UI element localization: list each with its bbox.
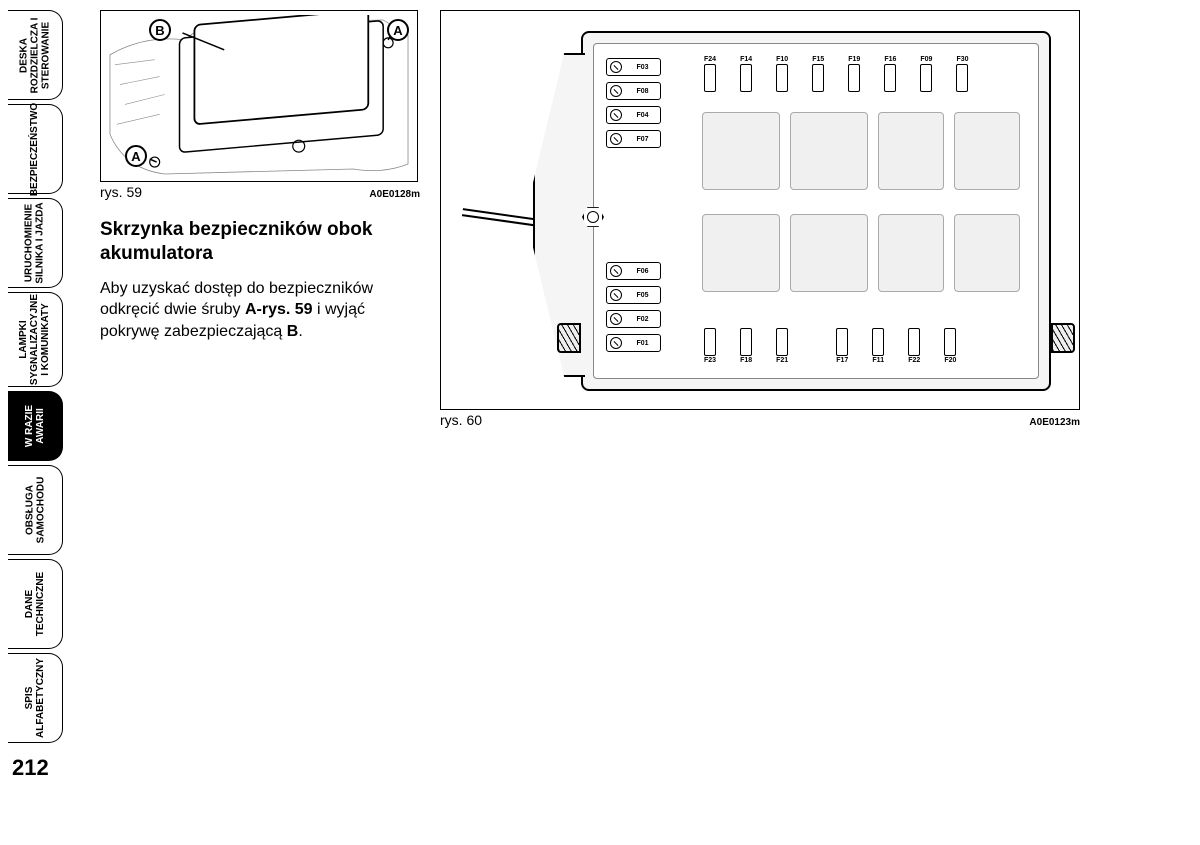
tab-starting[interactable]: URUCHOMIENIESILNIKA I JAZDA [8, 198, 63, 288]
tab-warning-lights[interactable]: LAMPKISYGNALIZACYJNEI KOMUNIKATY [8, 292, 63, 387]
section-heading: Skrzynka bezpieczników obok akumulatora [100, 218, 420, 266]
maxi-fuse: F07 [606, 130, 661, 148]
maxi-fuse: F04 [606, 106, 661, 124]
maxi-fuse: F03 [606, 58, 661, 76]
page-number: 212 [12, 755, 80, 781]
tab-safety[interactable]: BEZPIECZEŃSTWO [8, 104, 63, 194]
sidebar-tabs: DESKAROZDZIELCZA ISTEROWANIE BEZPIECZEŃS… [0, 0, 80, 845]
maxi-fuse-group-bottom: F06 F05 F02 F01 [606, 262, 661, 352]
relay-block [790, 112, 868, 190]
badge-b: B [149, 19, 171, 41]
maxi-fuse: F08 [606, 82, 661, 100]
badge-a: A [387, 19, 409, 41]
figure-60: F03 F08 F04 F07 F24 F14 F10 F15 F19 [440, 10, 1080, 410]
maxi-fuse-group-top: F03 F08 F04 F07 [606, 58, 661, 148]
tab-maintenance[interactable]: OBSŁUGASAMOCHODU [8, 465, 63, 555]
bolt-icon [579, 203, 607, 231]
relay-block [878, 214, 944, 292]
maxi-fuse: F06 [606, 262, 661, 280]
maxi-fuse: F05 [606, 286, 661, 304]
figure-59-caption: rys. 59 [100, 184, 142, 200]
mini-fuse-row-top: F24 F14 F10 F15 F19 F16 F09 F30 [704, 56, 969, 92]
relay-block [954, 112, 1020, 190]
body-paragraph: Aby uzyskać dostęp do bezpieczników odkr… [100, 278, 420, 343]
figure-60-caption: rys. 60 [440, 412, 482, 428]
figure-60-code: A0E0123m [1029, 417, 1080, 428]
maxi-fuse: F02 [606, 310, 661, 328]
figure-59: A A B [100, 10, 418, 182]
figure-59-illustration [105, 15, 413, 178]
relay-block [702, 214, 780, 292]
relay-block [954, 214, 1020, 292]
relay-block [702, 112, 780, 190]
fuse-box-outer: F03 F08 F04 F07 F24 F14 F10 F15 F19 [581, 31, 1051, 391]
relay-block [878, 112, 944, 190]
maxi-fuse: F01 [606, 334, 661, 352]
tab-dashboard[interactable]: DESKAROZDZIELCZA ISTEROWANIE [8, 10, 63, 100]
badge-a: A [125, 145, 147, 167]
tab-tech-data[interactable]: DANETECHNICZNE [8, 559, 63, 649]
fuse-box-inner: F03 F08 F04 F07 F24 F14 F10 F15 F19 [593, 43, 1039, 379]
tab-index[interactable]: SPISALFABETYCZNY [8, 653, 63, 743]
mini-fuse-row-bottom: F23 F18 F21 F17 F11 F22 F20 [704, 328, 956, 364]
mounting-ear [1051, 323, 1075, 353]
relay-block [790, 214, 868, 292]
tab-emergency[interactable]: W RAZIEAWARII [8, 391, 63, 461]
figure-59-code: A0E0128m [369, 189, 420, 200]
mounting-ear [557, 323, 581, 353]
